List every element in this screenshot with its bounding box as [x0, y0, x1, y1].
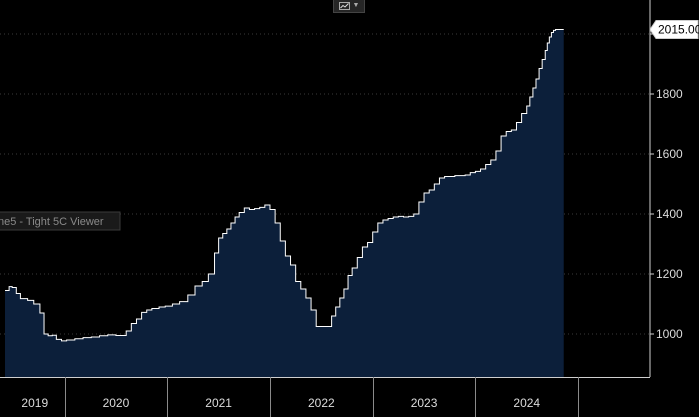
x-tick-label-2023: 2023 — [411, 396, 438, 410]
y-tick-label-1200: 1200 — [656, 267, 683, 281]
last-value-text: 2015.00 — [658, 23, 699, 37]
last-value-label: 2015.00 — [649, 20, 699, 39]
x-tick-label-2024: 2024 — [513, 396, 540, 410]
chart-type-toolbar[interactable]: ▼ — [333, 0, 365, 13]
x-tick-label-2022: 2022 — [308, 396, 335, 410]
y-tick-label-1800: 1800 — [656, 87, 683, 101]
last-value-box — [649, 20, 699, 39]
tooltip-box — [0, 211, 121, 231]
series-tooltip: ne5 - Tight 5C Viewer — [0, 211, 121, 231]
chevron-down-icon[interactable]: ▼ — [352, 2, 360, 9]
y-tick-label-1400: 1400 — [656, 207, 683, 221]
x-tick-label-2020: 2020 — [103, 396, 130, 410]
tooltip-text: ne5 - Tight 5C Viewer — [0, 216, 104, 228]
series-area — [5, 29, 564, 377]
line-chart-icon[interactable] — [338, 2, 350, 10]
x-axis: 2019 2020 2021 2022 2023 2024 — [0, 377, 650, 417]
x-tick-label-2021: 2021 — [205, 396, 232, 410]
x-tick-label-2019: 2019 — [21, 396, 48, 410]
y-tick-label-1000: 1000 — [656, 327, 683, 341]
series-line — [5, 29, 564, 342]
y-tick-label-1600: 1600 — [656, 147, 683, 161]
